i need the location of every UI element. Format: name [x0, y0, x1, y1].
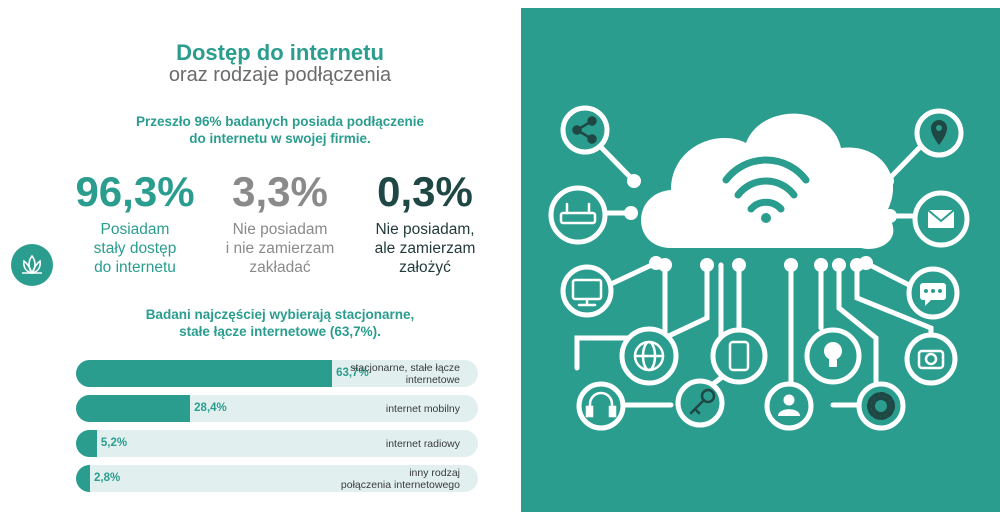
camera-icon	[917, 349, 945, 370]
network-illustration	[521, 8, 1000, 512]
location-pin-icon	[931, 120, 947, 145]
bar-fill	[76, 465, 90, 492]
stat-label: Nie posiadam i nie zamierzam zakładać	[225, 221, 335, 276]
share-icon	[572, 116, 597, 144]
stat-label: Nie posiadam, ale zamierzam założyć	[374, 221, 476, 276]
bar-category-label: inny rodzaj połączenia internetowego	[340, 466, 460, 491]
bar-row: 5,2% internet radiowy	[76, 430, 478, 457]
stat-no-access-plan: 0,3% Nie posiadam, ale zamierzam założyć	[350, 168, 500, 277]
mail-icon	[927, 209, 955, 228]
bar-category-label: stacjonarne, stałe łącze internetowe	[350, 361, 460, 386]
stat-value: 3,3%	[232, 168, 328, 215]
bar-category-label: internet radiowy	[385, 437, 460, 450]
bar-value-label: 2,8%	[94, 472, 121, 484]
bar-fill	[76, 430, 97, 457]
bar-value-label: 28,4%	[194, 402, 227, 414]
stat-value: 0,3%	[377, 168, 473, 215]
page-title: Dostęp do internetu	[176, 40, 384, 65]
lotus-badge-icon	[11, 244, 53, 286]
bar-row: 2,8% inny rodzaj połączenia internetowego	[76, 465, 478, 492]
globe-icon	[633, 340, 665, 372]
key-icon	[689, 388, 716, 415]
lightbulb-icon	[824, 342, 842, 367]
chat-icon	[920, 283, 946, 306]
stat-have-access: 96,3% Posiadam stały dostęp do internetu	[60, 168, 210, 277]
router-icon	[559, 202, 597, 225]
bar-fill	[76, 360, 333, 387]
bar-value-label: 5,2%	[100, 437, 128, 449]
bar-fill	[76, 395, 191, 422]
stat-label: Posiadam stały dostęp do internetu	[93, 221, 177, 276]
stat-value: 96,3%	[75, 168, 195, 215]
page-subtitle: oraz rodzaje podłączenia	[168, 64, 392, 86]
bar-value-label: 63,7%	[336, 367, 369, 379]
stat-no-access-no-plan: 3,3% Nie posiadam i nie zamierzam zakład…	[205, 168, 355, 277]
intro-text: Przeszło 96% badanych posiada podłączeni…	[135, 114, 425, 146]
gear-icon	[867, 392, 895, 420]
wifi-icon	[722, 156, 810, 223]
bar-row: 28,4% internet mobilny	[76, 395, 478, 422]
phone-icon	[728, 340, 750, 372]
bar-category-label: internet mobilny	[385, 402, 460, 415]
chart-intro-text: Badani najczęściej wybierają stacjonarne…	[145, 307, 415, 339]
bar-row: 63,7% stacjonarne, stałe łącze internetow…	[76, 360, 478, 387]
user-icon	[778, 394, 800, 416]
monitor-icon	[571, 278, 603, 307]
headphones-icon	[585, 391, 617, 418]
